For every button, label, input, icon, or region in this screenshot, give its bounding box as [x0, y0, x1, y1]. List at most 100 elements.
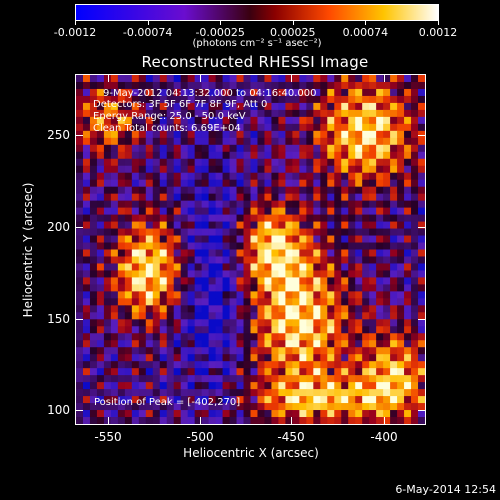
- image-pixel: [355, 158, 363, 167]
- colorbar-tick: [147, 20, 149, 25]
- image-pixel: [173, 193, 182, 202]
- tick-mark: [200, 417, 201, 425]
- image-pixel: [159, 207, 168, 215]
- image-pixel: [131, 200, 140, 209]
- image-pixel: [229, 319, 237, 327]
- image-pixel: [341, 277, 349, 285]
- image-pixel: [180, 95, 189, 104]
- image-pixel: [306, 410, 314, 418]
- image-pixel: [264, 389, 272, 397]
- image-pixel: [124, 95, 133, 104]
- image-pixel: [250, 116, 258, 125]
- image-pixel: [166, 221, 175, 229]
- image-pixel: [215, 81, 223, 90]
- image-pixel: [341, 312, 349, 320]
- image-pixel: [82, 291, 91, 299]
- image-pixel: [418, 158, 425, 167]
- image-pixel: [187, 88, 196, 97]
- image-pixel: [390, 123, 398, 132]
- image-pixel: [376, 228, 384, 236]
- image-pixel: [103, 88, 112, 97]
- image-pixel: [152, 235, 161, 243]
- image-pixel: [117, 242, 126, 250]
- image-pixel: [159, 284, 168, 292]
- image-pixel: [173, 186, 182, 195]
- image-pixel: [411, 137, 419, 146]
- image-pixel: [208, 158, 216, 167]
- image-pixel: [152, 368, 161, 376]
- image-pixel: [264, 284, 272, 292]
- image-pixel: [376, 277, 384, 285]
- image-pixel: [222, 354, 230, 362]
- image-pixel: [306, 228, 314, 236]
- image-pixel: [152, 109, 161, 118]
- image-pixel: [292, 228, 300, 236]
- image-pixel: [404, 298, 412, 306]
- image-pixel: [236, 242, 244, 250]
- image-pixel: [348, 375, 356, 383]
- image-pixel: [390, 88, 398, 97]
- image-pixel: [89, 284, 98, 292]
- image-pixel: [89, 256, 98, 264]
- image-pixel: [285, 270, 293, 278]
- image-pixel: [250, 403, 258, 411]
- image-pixel: [341, 158, 349, 167]
- image-pixel: [96, 410, 105, 418]
- image-pixel: [383, 130, 391, 139]
- image-pixel: [82, 410, 91, 418]
- image-pixel: [152, 214, 161, 222]
- image-pixel: [222, 95, 230, 104]
- image-pixel: [278, 298, 286, 306]
- image-pixel: [152, 284, 161, 292]
- image-pixel: [229, 109, 237, 118]
- image-pixel: [96, 361, 105, 369]
- image-pixel: [180, 75, 189, 83]
- image-pixel: [145, 75, 154, 83]
- image-pixel: [208, 228, 216, 236]
- image-pixel: [278, 75, 286, 83]
- image-pixel: [278, 116, 286, 125]
- image-pixel: [194, 417, 203, 424]
- image-pixel: [257, 382, 265, 390]
- image-pixel: [250, 312, 258, 320]
- image-pixel: [292, 214, 300, 222]
- image-pixel: [138, 221, 147, 229]
- image-pixel: [152, 319, 161, 327]
- image-pixel: [376, 158, 384, 167]
- image-pixel: [89, 235, 98, 243]
- image-pixel: [264, 270, 272, 278]
- image-pixel: [362, 256, 370, 264]
- image-pixel: [341, 186, 349, 195]
- image-pixel: [320, 284, 328, 292]
- annotation-energy: Energy Range: 25.0 - 50.0 keV: [93, 111, 246, 122]
- image-pixel: [173, 340, 182, 348]
- image-pixel: [166, 144, 175, 153]
- image-pixel: [313, 81, 321, 90]
- image-pixel: [145, 291, 154, 299]
- image-pixel: [96, 417, 105, 424]
- image-pixel: [229, 88, 237, 97]
- image-pixel: [334, 88, 342, 97]
- image-pixel: [383, 95, 391, 104]
- image-pixel: [418, 361, 425, 369]
- image-pixel: [369, 368, 377, 376]
- image-pixel: [418, 312, 425, 320]
- image-pixel: [222, 235, 230, 243]
- image-pixel: [89, 263, 98, 271]
- image-pixel: [76, 368, 84, 376]
- image-pixel: [320, 214, 328, 222]
- image-pixel: [243, 102, 251, 111]
- image-pixel: [292, 249, 300, 257]
- image-pixel: [334, 102, 342, 111]
- image-pixel: [376, 417, 384, 424]
- image-pixel: [271, 410, 279, 418]
- image-pixel: [166, 389, 175, 397]
- image-pixel: [131, 109, 140, 118]
- image-pixel: [390, 228, 398, 236]
- image-pixel: [264, 319, 272, 327]
- image-pixel: [397, 256, 405, 264]
- image-pixel: [362, 277, 370, 285]
- image-pixel: [278, 375, 286, 383]
- image-pixel: [243, 354, 251, 362]
- image-pixel: [215, 347, 223, 355]
